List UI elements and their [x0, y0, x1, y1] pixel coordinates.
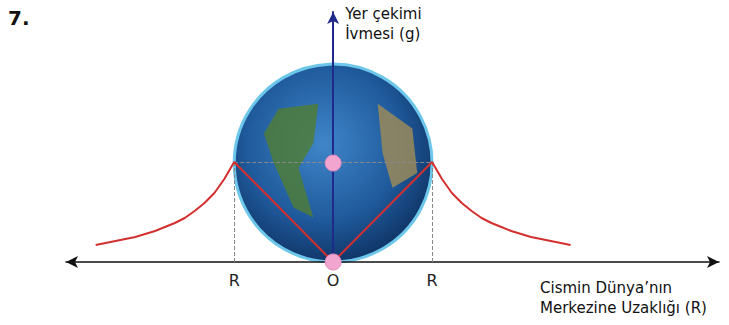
svg-text:7.: 7. [8, 6, 30, 30]
svg-text:Yer çekimi: Yer çekimi [344, 5, 421, 23]
svg-text:R: R [229, 271, 240, 290]
svg-text:Cismin Dünya’nın: Cismin Dünya’nın [540, 279, 672, 297]
svg-text:O: O [327, 271, 340, 290]
svg-text:Merkezine Uzaklığı (R): Merkezine Uzaklığı (R) [540, 299, 707, 317]
svg-text:İvmesi (g): İvmesi (g) [345, 24, 420, 43]
svg-text:R: R [427, 271, 438, 290]
